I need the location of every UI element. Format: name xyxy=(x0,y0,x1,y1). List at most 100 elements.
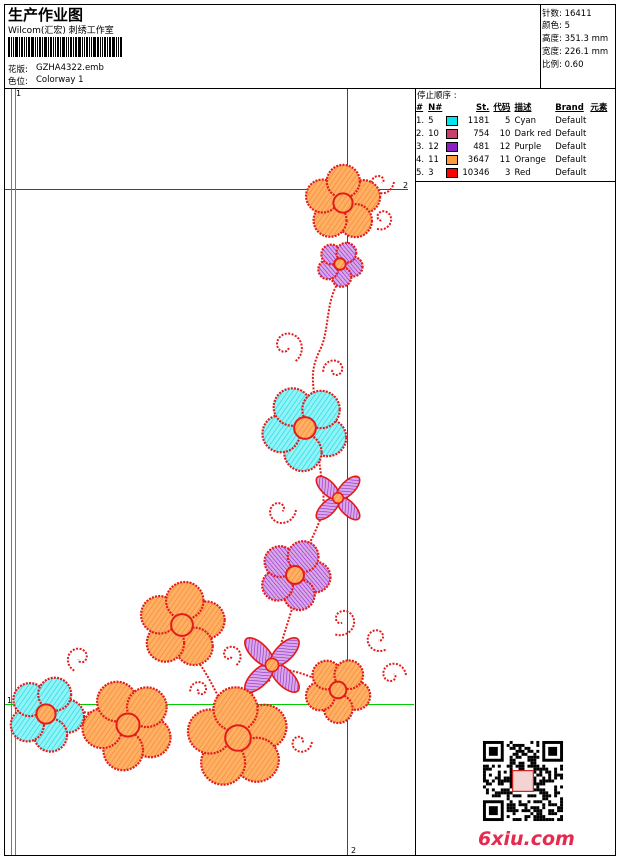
qr-module xyxy=(488,767,492,771)
qr-module xyxy=(560,773,564,777)
qr-module xyxy=(560,797,564,801)
qr-module xyxy=(497,770,501,774)
guide-label-top-left: 1 xyxy=(16,89,22,98)
qr-module xyxy=(560,800,564,804)
row-needle: 11 xyxy=(428,155,439,165)
flower-cyan-small xyxy=(9,676,86,753)
flower-center xyxy=(331,491,345,505)
company-name: Wilcom(汇宏) 刺绣工作室 xyxy=(8,26,114,36)
row-needle: 3 xyxy=(428,168,434,178)
flower-center xyxy=(328,680,348,700)
qr-module xyxy=(545,767,549,771)
flower-center xyxy=(264,657,280,673)
qr-module xyxy=(485,788,489,792)
qr-module xyxy=(530,812,534,816)
design-width: 宽度: 226.1 mm xyxy=(542,47,609,57)
flower-top xyxy=(304,163,382,239)
qr-module xyxy=(482,764,486,768)
qr-module xyxy=(536,788,540,792)
qr-module xyxy=(554,773,558,777)
qr-module xyxy=(560,776,564,780)
qr-module xyxy=(518,764,522,768)
flower-orange-right xyxy=(304,659,372,725)
qr-module xyxy=(509,767,513,771)
qr-module xyxy=(512,743,516,747)
qr-module xyxy=(512,746,516,750)
qr-module xyxy=(521,743,525,747)
qr-module xyxy=(527,749,531,753)
qr-module xyxy=(518,749,522,753)
qr-module xyxy=(539,782,543,786)
qr-module xyxy=(548,770,552,774)
flower-orange-left xyxy=(139,580,226,667)
qr-module xyxy=(560,803,564,807)
design-label: 花版: xyxy=(8,65,28,75)
qr-module xyxy=(524,803,528,807)
qr-module xyxy=(518,755,522,759)
qr-module xyxy=(512,752,516,756)
qr-module xyxy=(524,815,528,819)
qr-module xyxy=(542,818,546,822)
row-swatch xyxy=(444,115,460,128)
qr-module xyxy=(536,785,540,789)
qr-module xyxy=(515,743,519,747)
qr-module xyxy=(536,749,540,753)
qr-module xyxy=(560,818,564,822)
qr-module xyxy=(515,794,519,798)
flower-center xyxy=(224,724,252,752)
qr-module xyxy=(497,764,501,768)
qr-module xyxy=(527,815,531,819)
qr-module xyxy=(497,773,501,777)
guide-red-vertical xyxy=(347,89,348,855)
qr-module xyxy=(518,794,522,798)
col-needle: N# xyxy=(428,103,443,113)
color-row: 3. 12 481 12 Purple Default xyxy=(414,141,609,154)
row-description: Orange xyxy=(514,155,546,165)
color-table-header: # N# St. 代码 描述 Brand 元素 xyxy=(414,102,609,115)
design-filename: GZHA4322.emb xyxy=(36,63,104,73)
flower-center xyxy=(285,565,305,585)
qr-module xyxy=(515,818,519,822)
qr-module xyxy=(548,800,552,804)
qr-module xyxy=(530,764,534,768)
qr-module xyxy=(482,779,486,783)
qr-module xyxy=(488,782,492,786)
qr-module xyxy=(554,803,558,807)
qr-module xyxy=(557,809,561,813)
qr-module xyxy=(509,770,513,774)
qr-module xyxy=(542,815,546,819)
color-swatch xyxy=(446,167,459,178)
qr-module xyxy=(503,779,507,783)
qr-module xyxy=(545,791,549,795)
qr-module xyxy=(500,779,504,783)
color-count: 颜色: 5 xyxy=(542,21,570,31)
col-index: # xyxy=(416,103,424,113)
qr-module xyxy=(536,815,540,819)
qr-module xyxy=(539,767,543,771)
qr-module xyxy=(536,782,540,786)
qr-module xyxy=(551,809,555,813)
qr-module xyxy=(497,794,501,798)
qr-module xyxy=(539,809,543,813)
qr-module xyxy=(542,764,546,768)
qr-module xyxy=(533,788,537,792)
qr-module xyxy=(515,764,519,768)
row-brand: Default xyxy=(555,155,587,165)
qr-module xyxy=(545,794,549,798)
qr-logo-icon xyxy=(512,770,534,792)
vine-stem xyxy=(309,279,341,411)
row-code: 10 xyxy=(499,129,511,139)
qr-module xyxy=(533,764,537,768)
vine-curl xyxy=(222,645,242,666)
vine-curl xyxy=(189,680,207,696)
color-row: 2. 10 754 10 Dark red Default xyxy=(414,128,609,141)
qr-module xyxy=(536,755,540,759)
row-code: 3 xyxy=(505,168,511,178)
flower-center xyxy=(115,712,141,738)
qr-module xyxy=(506,815,510,819)
qr-module xyxy=(545,797,549,801)
qr-module xyxy=(536,767,540,771)
qr-module xyxy=(533,800,537,804)
qr-module xyxy=(536,812,540,816)
qr-module xyxy=(494,791,498,795)
